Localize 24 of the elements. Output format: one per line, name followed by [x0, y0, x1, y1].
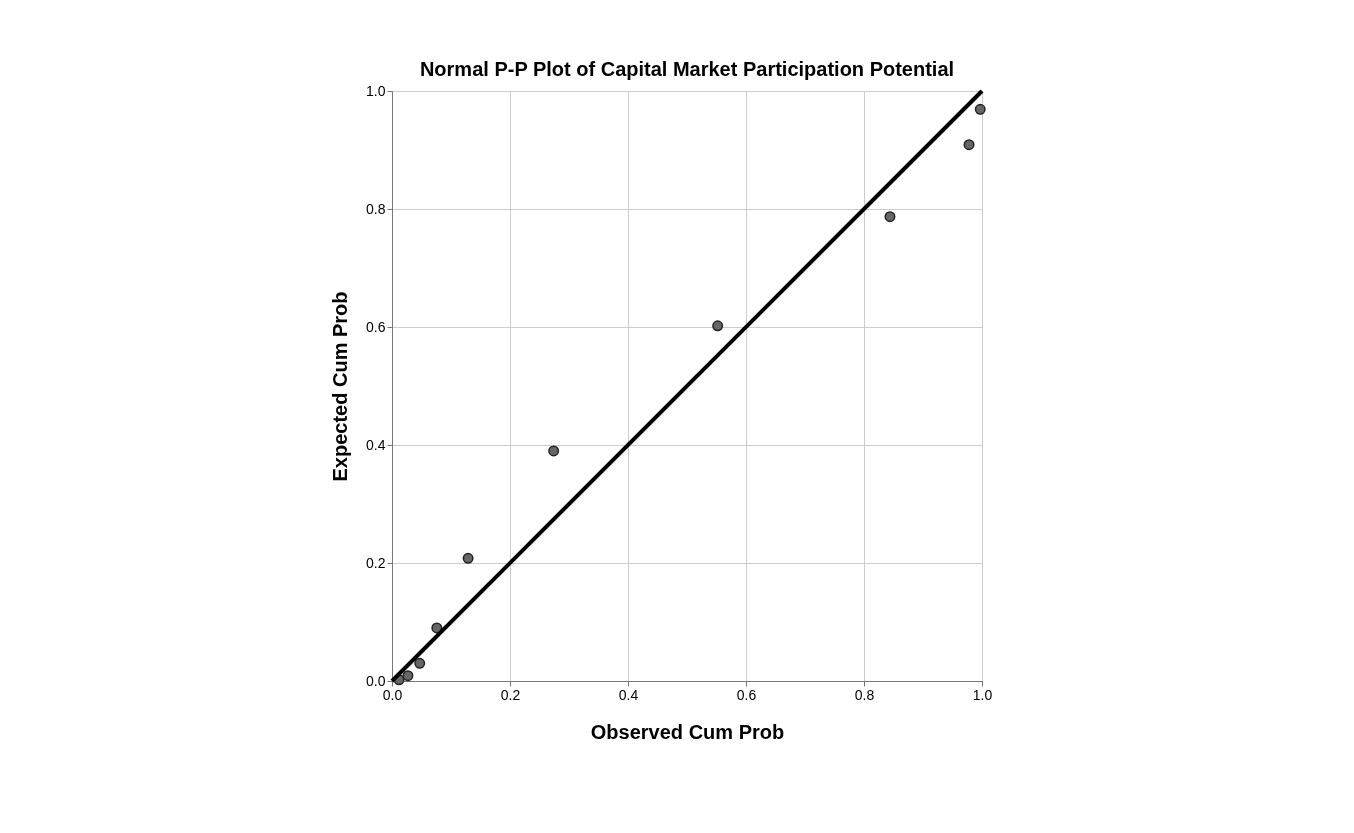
- x-axis-title: Observed Cum Prob: [590, 720, 785, 743]
- point: [963, 139, 975, 151]
- y-tick-label: 0.4: [366, 436, 386, 453]
- y-axis-title: Expected Cum Prob: [329, 291, 352, 482]
- point: [884, 211, 896, 223]
- x-tick-label: 0.2: [500, 686, 521, 703]
- y-tick-label: 0.2: [366, 554, 386, 571]
- x-tick-label: 1.0: [972, 686, 993, 703]
- y-tick-label: 0.8: [366, 200, 386, 217]
- point: [402, 670, 414, 682]
- x-tick-label: 0.4: [618, 686, 639, 703]
- point: [712, 320, 724, 332]
- y-tick-label: 1.0: [366, 82, 386, 99]
- chart-title: Normal P-P Plot of Capital Market Participation Potential: [419, 58, 955, 80]
- point: [414, 657, 426, 669]
- x-tick-label: 0.8: [854, 686, 875, 703]
- point: [974, 103, 986, 115]
- y-tick-label: 0.6: [366, 318, 386, 335]
- x-tick-label: 0.6: [736, 686, 757, 703]
- point: [462, 552, 474, 564]
- y-tick-label: 0.0: [366, 672, 386, 689]
- x-tick-label: 0.0: [382, 686, 403, 703]
- point: [431, 622, 443, 634]
- point: [548, 445, 560, 457]
